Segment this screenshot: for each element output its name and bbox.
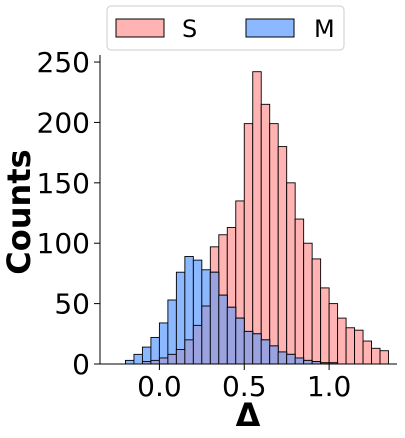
y-tick-label-2: 100	[37, 227, 90, 260]
axes	[99, 55, 397, 365]
legend-label-s: S	[182, 15, 197, 43]
bar-s-18	[260, 103, 271, 365]
y-axis-label: Counts	[0, 149, 38, 274]
bar-s-24	[311, 258, 322, 365]
x-tick-label-1: 0.5	[222, 370, 267, 403]
bar-overlap-18	[260, 339, 271, 365]
bar-overlap-10	[192, 324, 203, 365]
bar-s-21	[286, 182, 296, 365]
legend-label-m: M	[314, 15, 335, 43]
bar-s-17	[252, 71, 262, 365]
bar-overlap-12	[209, 271, 220, 365]
bar-m-3	[133, 353, 143, 365]
bar-s-19	[269, 123, 279, 365]
ticks: 0.0 0.5 1.0 0 50 100 150 200 250	[37, 46, 352, 403]
x-tick-label-0: 0.0	[137, 370, 182, 403]
y-tick-label-5: 250	[37, 46, 90, 79]
bar-overlap-11	[201, 305, 211, 365]
bar-s-26	[328, 303, 339, 365]
bar-s-20	[277, 146, 288, 365]
bar-overlap-23	[303, 359, 313, 365]
bar-s-29	[354, 329, 364, 365]
bar-s-31	[371, 347, 381, 365]
bar-s-23	[303, 242, 313, 365]
y-tick-label-1: 50	[54, 288, 90, 321]
bar-overlap-9	[184, 339, 194, 365]
bar-overlap-16	[243, 330, 254, 365]
y-tick-label-4: 200	[37, 106, 90, 139]
bar-overlap-14	[226, 306, 237, 365]
bar-s-28	[345, 327, 356, 365]
bar-overlap-17	[252, 333, 262, 365]
legend-swatch-s	[115, 18, 165, 38]
bar-overlap-5	[150, 359, 160, 365]
x-axis-label: Δ	[236, 396, 261, 434]
bar-overlap-21	[286, 353, 296, 365]
bar-m-2	[125, 359, 135, 365]
bar-overlap-7	[167, 353, 177, 365]
y-tick-label-3: 150	[37, 167, 90, 200]
bar-s-27	[337, 317, 347, 365]
bar-s-16	[243, 123, 254, 365]
bar-overlap-8	[175, 349, 186, 365]
bar-s-25	[320, 287, 330, 365]
bar-s-32	[379, 350, 389, 365]
bar-s-22	[294, 218, 305, 365]
bar-overlap-13	[218, 294, 228, 365]
legend: S M	[106, 5, 345, 51]
bar-overlap-22	[294, 357, 305, 365]
x-tick-label-2: 1.0	[307, 370, 352, 403]
legend-frame	[106, 5, 345, 51]
bar-overlap-20	[277, 351, 288, 365]
bar-s-30	[362, 340, 372, 365]
bar-overlap-19	[269, 345, 279, 365]
legend-swatch-m	[245, 18, 295, 38]
bar-overlap-6	[158, 357, 169, 365]
bar-overlap-15	[235, 317, 245, 365]
y-tick-label-0: 0	[72, 348, 90, 381]
